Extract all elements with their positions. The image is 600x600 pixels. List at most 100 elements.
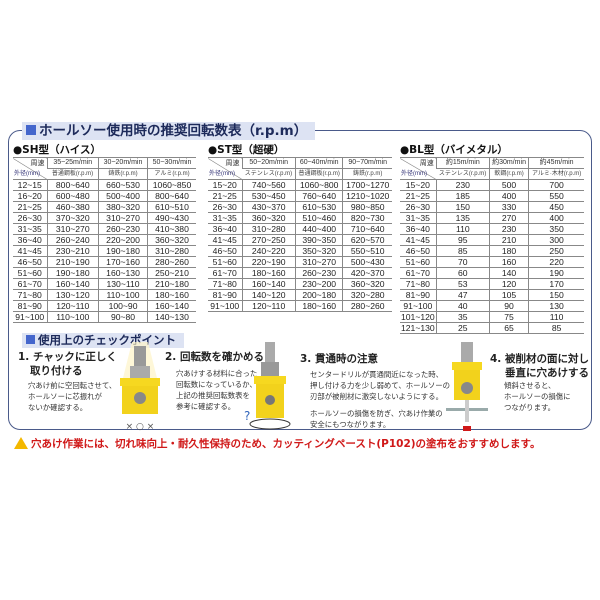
corner-header: 周速 外径(mm) [400,157,437,180]
step2-desc: 穴あけする材料に合った 回転数になっているか、 上記の推奨回転数表を 参考に確認する。 [176,369,258,411]
rpm-cell: 300 [528,234,584,246]
diameter-cell: 41~45 [208,234,242,246]
rpm-cell: 180~160 [294,300,343,312]
rpm-cell: 430~370 [241,201,296,213]
rpm-cell: 130 [528,300,584,312]
rpm-cell: 660~530 [98,179,148,191]
rpm-cell: 230~200 [294,278,343,290]
table-row: 21~25 460~380 380~320 610~510 [13,201,196,213]
diameter-cell: 101~120 [400,311,437,323]
diameter-cell: 15~20 [208,179,242,191]
sh-table: ●SH型（ハイス） 周速 外径(mm) 35~25m/min 30~20m/min 50~… [13,144,196,323]
step1-desc: 穴あけ前に空回転させて、 ホールソーに芯振れが ないか確認する。 [28,381,117,412]
diameter-cell: 91~100 [208,300,242,312]
rpm-cell: 400 [528,212,584,224]
bl-table: ●BL型（バイメタル） 周速 外径(mm) 約15m/min 約30m/min 約45m/… [400,144,584,334]
table-title: ●SH型（ハイス） [13,144,101,156]
diameter-cell: 91~100 [13,311,47,323]
diameter-cell: 81~90 [13,300,47,312]
rpm-cell: 350 [528,223,584,235]
hole-saw-rpm-illustration: ? [244,342,291,430]
table-row: 12~15 800~640 660~530 1060~850 [13,179,196,191]
material-header: 鋳鉄(r.p.m) [98,168,148,180]
table-row: 61~70 60 140 190 [400,267,584,279]
table-row: 21~25 185 400 550 [400,190,584,202]
speed-header: 約15m/min [435,157,490,169]
diameter-cell: 71~80 [208,278,242,290]
rpm-cell: 90~80 [98,311,148,323]
rpm-cell: 220~190 [241,256,296,268]
step3-desc: センタードリルが貫通間近になった時、 押し付ける力を少し弱めて、ホールソーの 刃部が… [310,370,451,429]
rpm-cell: 360~320 [241,212,296,224]
table-row: 81~90 140~120 200~180 320~280 [208,289,392,301]
table-row: 41~45 230~210 190~180 310~280 [13,245,196,257]
rpm-cell: 35 [435,311,490,323]
rpm-cell: 105 [488,289,529,301]
rpm-cell: 220 [528,256,584,268]
table-row: 41~45 270~250 390~350 620~570 [208,234,392,246]
rpm-cell: 410~380 [147,223,196,235]
table-row: 21~25 530~450 760~640 1210~1020 [208,190,392,202]
rpm-cell: 190 [528,267,584,279]
rpm-cell: 310~270 [98,212,148,224]
diameter-cell: 26~30 [208,201,242,213]
rpm-cell: 310~270 [46,223,99,235]
rpm-cell: 740~560 [241,179,296,191]
rpm-cell: 380~320 [98,201,148,213]
diameter-cell: 41~45 [400,234,437,246]
rpm-cell: 140~130 [147,311,196,323]
rpm-cell: 800~640 [46,179,99,191]
diameter-cell: 121~130 [400,322,437,334]
table-row: 15~20 230 500 700 [400,179,584,191]
table-row: 41~45 95 210 300 [400,234,584,246]
table-row: 36~40 110 230 350 [400,223,584,235]
table-row: 31~35 310~270 260~230 410~380 [13,223,196,235]
rpm-cell: 800~640 [147,190,196,202]
rpm-cell: 230~210 [46,245,99,257]
rpm-cell: 270 [488,212,529,224]
speed-header: 30~20m/min [98,157,148,169]
rpm-cell: 180~160 [147,289,196,301]
table-row: 91~100 110~100 90~80 140~130 [13,311,196,323]
diameter-cell: 26~30 [400,201,437,213]
diameter-cell: 36~40 [208,223,242,235]
speed-header: 約30m/min [488,157,529,169]
rpm-cell: 70 [435,256,490,268]
material-header: 普通鋼板(r.p.m) [47,168,99,180]
rpm-cell: 760~640 [294,190,343,202]
rpm-cell: 220~200 [98,234,148,246]
rpm-cell: 135 [435,212,490,224]
rpm-cell: 210~180 [147,278,196,290]
diameter-cell: 36~40 [13,234,47,246]
rpm-cell: 510~460 [294,212,343,224]
diameter-cell: 15~20 [400,179,437,191]
rpm-cell: 95 [435,234,490,246]
diameter-cell: 36~40 [400,223,437,235]
material-header: ステンレス(r.p.m) [242,168,296,180]
diameter-cell: 46~50 [400,245,437,257]
rpm-cell: 120~110 [241,300,296,312]
hole-saw-chuck-illustration: × ○ × [120,342,160,432]
diameter-cell: 46~50 [208,245,242,257]
rpm-cell: 330 [488,201,529,213]
table-row: 46~50 210~190 170~160 280~260 [13,256,196,268]
rpm-cell: 610~510 [147,201,196,213]
rpm-cell: 160~140 [147,300,196,312]
rpm-cell: 130~110 [98,278,148,290]
rpm-cell: 110 [435,223,490,235]
table-row: 15~20 740~560 1060~800 1700~1270 [208,179,392,191]
rpm-cell: 180~160 [241,267,296,279]
table-row: 31~35 360~320 510~460 820~730 [208,212,392,224]
step3-heading: 3. 貫通時の注意 [300,353,378,365]
step2-heading: 2. 回転数を確かめる [165,351,264,363]
rpm-cell: 260~230 [98,223,148,235]
table-row: 81~90 120~110 100~90 160~140 [13,300,196,312]
diameter-cell: 61~70 [400,267,437,279]
rpm-cell: 260~240 [46,234,99,246]
rpm-cell: 170 [528,278,584,290]
rpm-cell: 500~400 [98,190,148,202]
diameter-cell: 21~25 [13,201,47,213]
rpm-cell: 140~120 [241,289,296,301]
table-row: 51~60 70 160 220 [400,256,584,268]
diameter-cell: 21~25 [208,190,242,202]
